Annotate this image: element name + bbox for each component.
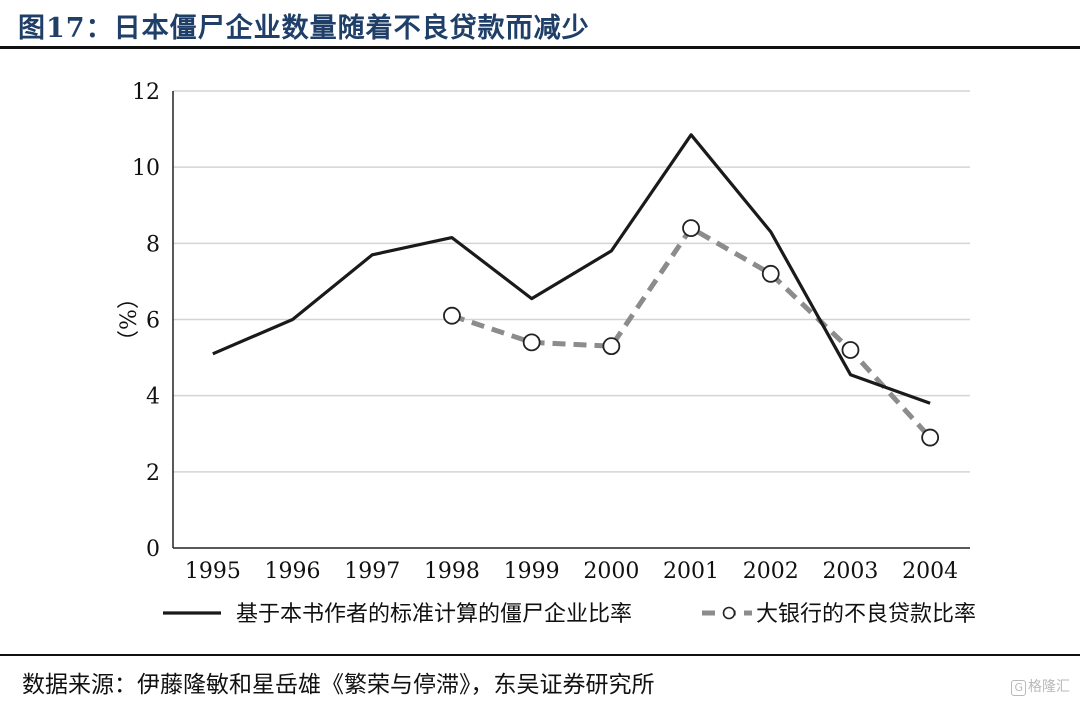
y-tick-label: 2	[146, 461, 160, 486]
x-tick-label: 1999	[504, 559, 560, 584]
series	[212, 133, 940, 447]
series-line-zombie-ratio	[212, 133, 931, 405]
data-point-npl-ratio	[682, 219, 700, 238]
data-point-npl-ratio	[443, 306, 461, 325]
title-divider	[0, 46, 1080, 49]
axes	[172, 91, 970, 549]
y-tick-label: 6	[146, 309, 160, 334]
x-tick-label: 2003	[822, 559, 878, 584]
x-tick-label: 2002	[743, 559, 799, 584]
y-tick-label: 4	[146, 385, 160, 410]
data-point-npl-ratio	[761, 264, 780, 283]
x-tick-label: 2004	[902, 559, 958, 584]
x-tick-label: 2001	[663, 559, 719, 584]
data-point-npl-ratio	[602, 337, 621, 356]
y-axis-label: （%）	[117, 287, 142, 352]
line-chart: 0 2 4 6 8 10 12 1995 1996 1997 1998 1999 2000 2001 20…	[117, 80, 976, 627]
data-point-npl-ratio	[522, 333, 541, 352]
data-point-npl-ratio	[841, 341, 860, 359]
legend-label-zombie-ratio: 基于本书作者的标准计算的僵尸企业比率	[236, 602, 632, 627]
watermark-logo-icon: G	[1011, 680, 1026, 696]
source-note: 数据来源：伊藤隆敏和星岳雄《繁荣与停滞》，东吴证券研究所	[22, 672, 655, 698]
legend-marker-npl-ratio	[722, 606, 736, 620]
legend-label-npl-ratio: 大银行的不良贷款比率	[756, 602, 976, 627]
grid-lines	[173, 90, 970, 473]
x-tick-label: 1996	[265, 559, 321, 584]
data-point-npl-ratio	[921, 428, 940, 447]
x-tick-label: 2000	[583, 559, 639, 584]
watermark: G 格隆汇	[1011, 676, 1070, 696]
x-tick-labels: 1995 1996 1997 1998 1999 2000 2001 2002 2003 2004	[185, 559, 958, 584]
y-tick-label: 8	[146, 232, 160, 257]
x-tick-label: 1995	[185, 559, 241, 584]
y-tick-label: 0	[146, 537, 160, 562]
y-tick-labels: 0 2 4 6 8 10 12	[132, 80, 160, 562]
figure-title: 图17：日本僵尸企业数量随着不良贷款而减少	[18, 13, 590, 44]
watermark-text: 格隆汇	[1028, 679, 1070, 695]
series-line-npl-ratio	[451, 225, 932, 440]
y-tick-label: 10	[132, 156, 160, 181]
legend: 基于本书作者的标准计算的僵尸企业比率 大银行的不良贷款比率	[163, 602, 976, 627]
x-tick-label: 1998	[424, 559, 480, 584]
x-tick-label: 1997	[344, 559, 400, 584]
y-tick-label: 12	[132, 80, 160, 105]
source-divider	[0, 654, 1080, 656]
